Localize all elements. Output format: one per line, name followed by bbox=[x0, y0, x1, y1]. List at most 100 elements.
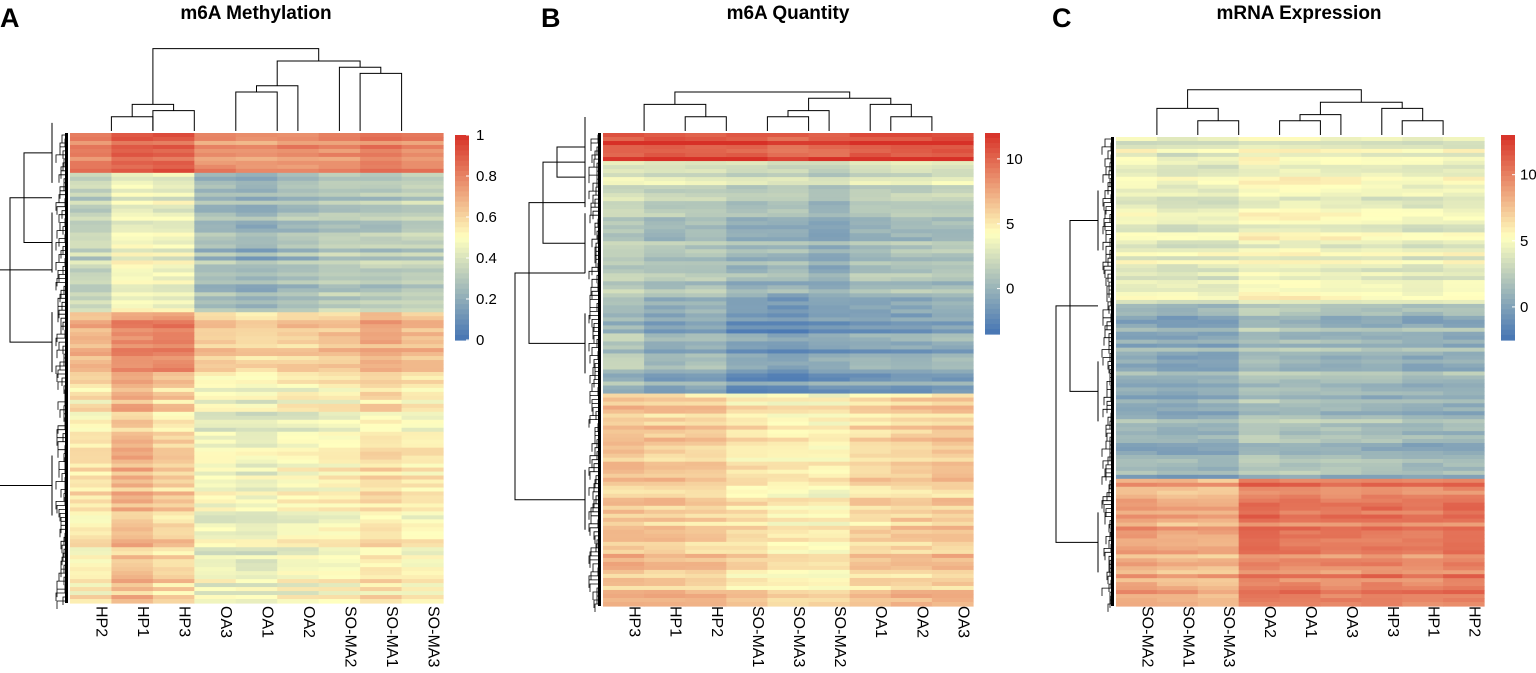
heatmap-cell bbox=[726, 229, 769, 234]
heatmap-cell bbox=[931, 353, 974, 359]
heatmap-cell bbox=[808, 413, 851, 419]
heatmap-cell bbox=[808, 233, 851, 238]
color-bar-segment bbox=[1501, 211, 1515, 218]
heatmap-cell bbox=[1320, 594, 1362, 599]
heatmap-cell bbox=[194, 375, 237, 381]
heatmap-cell bbox=[726, 333, 769, 339]
heatmap-cell bbox=[808, 245, 851, 250]
heatmap-cell bbox=[849, 521, 892, 527]
heatmap-cell bbox=[360, 491, 403, 497]
heatmap-cell bbox=[644, 489, 686, 495]
heatmap-cell bbox=[152, 551, 195, 556]
heatmap-cell bbox=[70, 176, 113, 182]
heatmap-cell bbox=[685, 437, 727, 443]
heatmap-cell bbox=[890, 229, 933, 234]
heatmap-cell bbox=[849, 289, 892, 294]
heatmap-cell bbox=[1116, 335, 1158, 341]
heatmap-cell bbox=[1361, 200, 1403, 206]
heatmap-cell bbox=[194, 583, 237, 588]
heatmap-cell bbox=[235, 300, 278, 305]
heatmap-cell bbox=[1402, 594, 1444, 599]
heatmap-cell bbox=[1402, 506, 1444, 512]
heatmap-cell bbox=[931, 133, 974, 138]
heatmap-cell bbox=[1361, 307, 1403, 313]
heatmap-cell bbox=[808, 377, 851, 383]
heatmap-cell bbox=[1116, 518, 1158, 524]
heatmap-cell bbox=[1402, 260, 1444, 265]
heatmap-cell bbox=[401, 431, 444, 437]
heatmap-cell bbox=[931, 425, 974, 431]
heatmap-cell bbox=[1279, 256, 1322, 261]
heatmap-cell bbox=[1361, 252, 1403, 257]
color-bar-segment bbox=[455, 227, 469, 233]
heatmap-cell bbox=[890, 321, 933, 327]
heatmap-cell bbox=[603, 277, 645, 282]
heatmap-cell bbox=[603, 281, 645, 286]
heatmap-cell bbox=[890, 205, 933, 210]
heatmap-cell bbox=[726, 545, 769, 551]
heatmap-cell bbox=[849, 353, 892, 359]
heatmap-cell bbox=[1156, 538, 1199, 543]
heatmap-cell bbox=[890, 533, 933, 539]
heatmap-cell bbox=[152, 324, 195, 329]
heatmap-cell bbox=[849, 221, 892, 226]
heatmap-cell bbox=[767, 253, 810, 258]
heatmap-cell bbox=[890, 133, 933, 138]
heatmap-cell bbox=[808, 249, 851, 254]
heatmap-cell bbox=[849, 345, 892, 351]
heatmap-cell bbox=[360, 164, 403, 170]
heatmap-cell bbox=[401, 280, 444, 285]
heatmap-cell bbox=[235, 423, 278, 429]
heatmap-cell bbox=[1361, 292, 1403, 297]
heatmap-cell bbox=[1116, 216, 1158, 222]
heatmap-cell bbox=[767, 449, 810, 455]
heatmap-cell bbox=[1402, 176, 1444, 182]
heatmap-cell bbox=[152, 288, 195, 293]
heatmap-cell bbox=[849, 405, 892, 411]
heatmap-cell bbox=[194, 200, 237, 206]
heatmap-cell bbox=[931, 481, 974, 487]
heatmap-cell bbox=[849, 421, 892, 427]
heatmap-cell bbox=[685, 473, 727, 479]
color-bar-segment bbox=[1501, 319, 1515, 326]
heatmap-cell bbox=[1116, 192, 1158, 198]
heatmap-cell bbox=[235, 360, 278, 365]
heatmap-cell bbox=[1238, 534, 1281, 540]
heatmap-cell bbox=[1279, 224, 1322, 230]
heatmap-cell bbox=[603, 541, 645, 547]
heatmap-cell bbox=[1279, 188, 1322, 194]
heatmap-cell bbox=[1116, 395, 1158, 400]
heatmap-cell bbox=[152, 216, 195, 222]
heatmap-cell bbox=[767, 225, 810, 230]
heatmap-cell bbox=[152, 228, 195, 234]
heatmap-cell bbox=[1156, 510, 1199, 516]
heatmap-cell bbox=[235, 519, 278, 524]
heatmap-cell bbox=[1361, 144, 1403, 150]
heatmap-cell bbox=[194, 419, 237, 425]
heatmap-cell bbox=[1361, 192, 1403, 198]
heatmap-cell bbox=[1197, 558, 1240, 563]
color-bar-segment bbox=[985, 243, 1000, 250]
heatmap-cell bbox=[1197, 208, 1240, 214]
heatmap-cell bbox=[1361, 387, 1403, 392]
heatmap-cell bbox=[111, 256, 154, 262]
heatmap-cell bbox=[1361, 550, 1403, 555]
heatmap-cell bbox=[152, 579, 195, 584]
heatmap-cell bbox=[603, 301, 645, 306]
heatmap-cell bbox=[685, 209, 727, 214]
heatmap-cell bbox=[111, 276, 154, 281]
heatmap-cell bbox=[1443, 347, 1485, 353]
heatmap-cell bbox=[1116, 530, 1158, 536]
heatmap-cell bbox=[1443, 288, 1485, 293]
heatmap-cell bbox=[194, 192, 237, 198]
heatmap-cell bbox=[767, 149, 810, 154]
color-bar-segment bbox=[1501, 196, 1515, 203]
heatmap-cell bbox=[1156, 478, 1199, 484]
heatmap-cell bbox=[603, 385, 645, 391]
heatmap-cell bbox=[111, 419, 154, 425]
heatmap-cell bbox=[1361, 168, 1403, 174]
heatmap-cell bbox=[1156, 502, 1199, 508]
dendrogram-branch bbox=[1401, 120, 1444, 135]
